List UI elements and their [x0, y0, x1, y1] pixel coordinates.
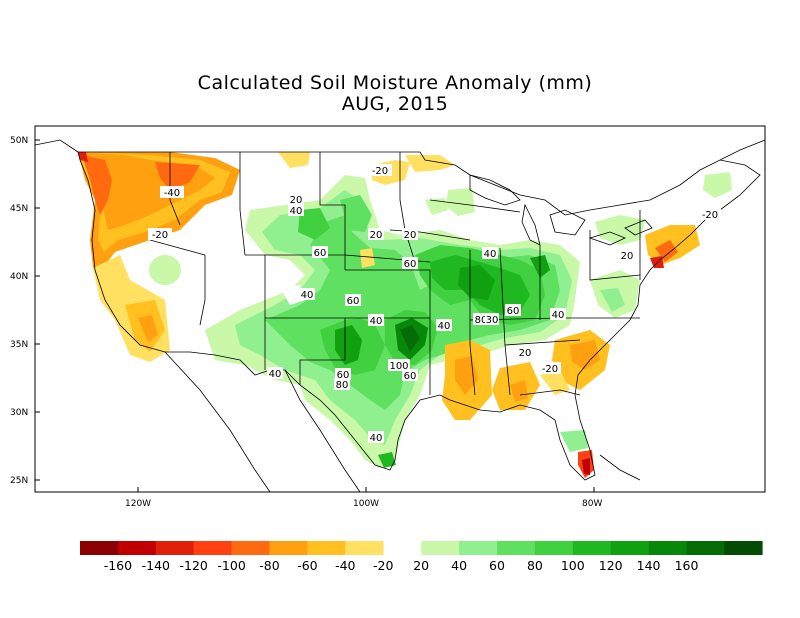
geographic-boundaries [34, 139, 766, 493]
contour-label: 40 [552, 310, 565, 321]
legend-tick-label: -100 [217, 558, 245, 573]
legend-swatch [724, 541, 763, 555]
contour-label: 80 [475, 315, 488, 326]
legend-tick-label: -140 [142, 558, 170, 573]
contour-label: -20 [372, 166, 388, 177]
contour-label: 40 [370, 316, 383, 327]
contour-label: 20 [621, 251, 634, 262]
contour-label: 80 [336, 380, 349, 391]
legend-swatch [231, 541, 270, 555]
contour-label: 20 [519, 348, 532, 359]
contour-label: -20 [152, 230, 168, 241]
legend-swatch [686, 541, 725, 555]
contour-label: 40 [438, 321, 451, 332]
legend-tick-label: -40 [335, 558, 355, 573]
contour-label: 60 [507, 306, 520, 317]
contour-label: -20 [542, 364, 558, 375]
legend-swatch [497, 541, 536, 555]
contour-label: 60 [337, 370, 350, 381]
contour-label: 40 [301, 290, 314, 301]
latitude-axis: 50N 45N 40N 35N 30N 25N [10, 136, 40, 486]
contour-label: 40 [484, 249, 497, 260]
color-legend: -160 -140 -120 -100 -80 -60 -40 -20 20 40 60 80 100 1… [80, 541, 763, 573]
contour-label: 60 [404, 259, 417, 270]
legend-tick-label: -160 [104, 558, 132, 573]
lat-tick-label: 35N [10, 340, 28, 350]
legend-swatch [534, 541, 574, 555]
contour-label: 40 [269, 369, 282, 380]
legend-swatch [648, 541, 687, 555]
legend-tick-label: -60 [297, 558, 317, 573]
legend-tick-label: -80 [259, 558, 279, 573]
legend-swatch [80, 541, 119, 555]
contour-label: 20 [370, 230, 383, 241]
contour-label: -20 [702, 210, 718, 221]
lon-tick-label: 100W [353, 499, 379, 509]
lon-tick-label: 80W [582, 499, 602, 509]
legend-swatch [421, 541, 460, 555]
contour-label: 60 [347, 296, 360, 307]
contour-label: 20 [404, 230, 417, 241]
lat-tick-label: 45N [10, 204, 28, 214]
chart-subtitle: AUG, 2015 [341, 93, 449, 115]
contour-label: -40 [164, 188, 180, 199]
legend-tick-label: 140 [637, 558, 661, 573]
legend-swatch [459, 541, 498, 555]
contour-label: 60 [314, 248, 327, 259]
legend-swatch [572, 541, 611, 555]
longitude-axis: 120W 100W 80W [125, 487, 602, 509]
legend-tick-label: -20 [373, 558, 393, 573]
legend-tick-label: 100 [561, 558, 585, 573]
lat-tick-label: 40N [10, 272, 28, 282]
contour-label: 40 [370, 433, 383, 444]
lat-tick-label: 30N [10, 408, 28, 418]
legend-tick-label: -120 [180, 558, 208, 573]
legend-swatch [155, 541, 194, 555]
legend-tick-label: 20 [413, 558, 429, 573]
legend-swatch [345, 541, 384, 555]
chart-title: Calculated Soil Moisture Anomaly (mm) [197, 72, 593, 94]
legend-tick-label: 80 [527, 558, 543, 573]
legend-swatch [307, 541, 346, 555]
legend-swatch [193, 541, 232, 555]
lon-tick-label: 120W [125, 499, 151, 509]
contour-label: 60 [404, 371, 417, 382]
contour-labels: -20 -40 -20 20 40 60 20 20 60 40 60 40 6… [148, 164, 721, 444]
legend-tick-label: 160 [675, 558, 699, 573]
legend-swatch [117, 541, 157, 555]
legend-swatch [610, 541, 649, 555]
lat-tick-label: 50N [10, 136, 28, 146]
legend-swatch [269, 541, 308, 555]
contour-label: 20 [290, 195, 303, 206]
contour-label: 30 [486, 315, 499, 326]
contour-label: 40 [290, 206, 303, 217]
legend-tick-label: 40 [451, 558, 467, 573]
legend-tick-label: 120 [599, 558, 623, 573]
lat-tick-label: 25N [10, 476, 28, 486]
contour-label: 100 [389, 361, 408, 372]
legend-tick-label: 60 [489, 558, 505, 573]
